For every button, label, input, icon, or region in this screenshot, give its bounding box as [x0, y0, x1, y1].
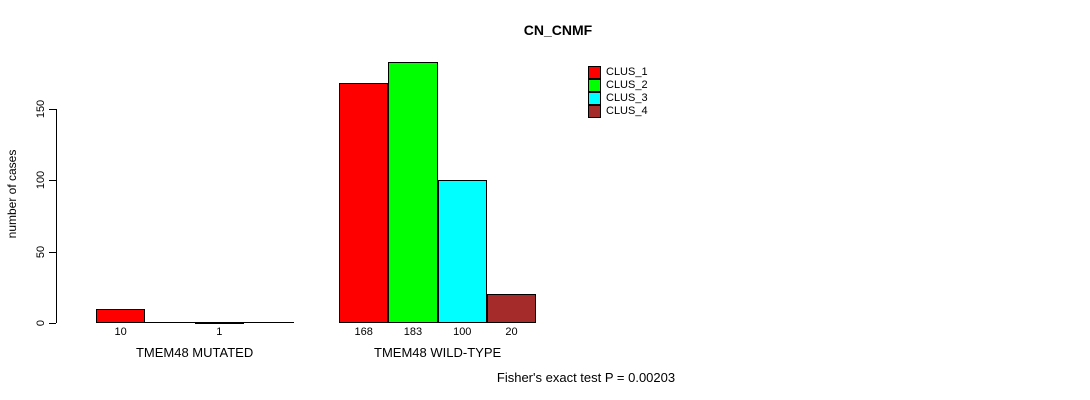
bar-value-label: 168: [354, 326, 373, 338]
legend-swatch-icon: [588, 79, 601, 92]
legend-swatch-icon: [588, 66, 601, 79]
bar-value-label: 183: [403, 326, 423, 338]
bar-clus-2-tmem48-wild-type: [388, 61, 438, 323]
y-axis-line: [56, 108, 57, 323]
group-label: TMEM48 WILD-TYPE: [374, 345, 502, 360]
legend-item-clus_2: CLUS_2: [588, 79, 648, 92]
bar-value-label: 10: [114, 326, 127, 338]
bar-value-label: 20: [505, 326, 518, 338]
legend-label: CLUS_4: [606, 105, 648, 117]
legend-swatch-icon: [588, 92, 601, 105]
y-tick: [49, 180, 56, 182]
legend-swatch-icon: [588, 105, 601, 118]
y-tick-label: 100: [35, 171, 47, 190]
legend-label: CLUS_2: [606, 79, 648, 91]
y-tick: [49, 108, 56, 110]
y-axis-label: number of cases: [5, 149, 19, 239]
bar-clus-4-tmem48-wild-type: [486, 294, 537, 323]
y-tick: [49, 323, 56, 324]
legend-label: CLUS_3: [606, 92, 648, 104]
y-tick-label: 0: [35, 319, 47, 327]
zero-bar-clus-2-tmem48-mutated: [145, 322, 196, 323]
bar-value-label: 100: [453, 326, 472, 338]
legend-item-clus_1: CLUS_1: [588, 66, 648, 79]
bar-clus-1-tmem48-wild-type: [339, 83, 389, 323]
bar-value-label: 1: [216, 326, 223, 338]
legend-item-clus_4: CLUS_4: [588, 105, 648, 118]
legend-label: CLUS_1: [606, 66, 648, 78]
group-label: TMEM48 MUTATED: [135, 345, 254, 360]
bar-clus-3-tmem48-wild-type: [437, 180, 487, 323]
bar-clus-3-tmem48-mutated: [194, 321, 244, 324]
chart-title: CN_CNMF: [523, 22, 593, 38]
legend-item-clus_3: CLUS_3: [588, 92, 648, 105]
annotation-text: Fisher's exact test P = 0.00203: [496, 370, 676, 385]
y-tick-label: 150: [35, 99, 47, 119]
y-tick: [49, 251, 56, 253]
y-tick-label: 50: [35, 245, 47, 258]
legend: CLUS_1 CLUS_2 CLUS_3 CLUS_4: [588, 66, 648, 118]
bar-clus-1-tmem48-mutated: [96, 308, 146, 323]
zero-bar-clus-4-tmem48-mutated: [243, 322, 295, 323]
